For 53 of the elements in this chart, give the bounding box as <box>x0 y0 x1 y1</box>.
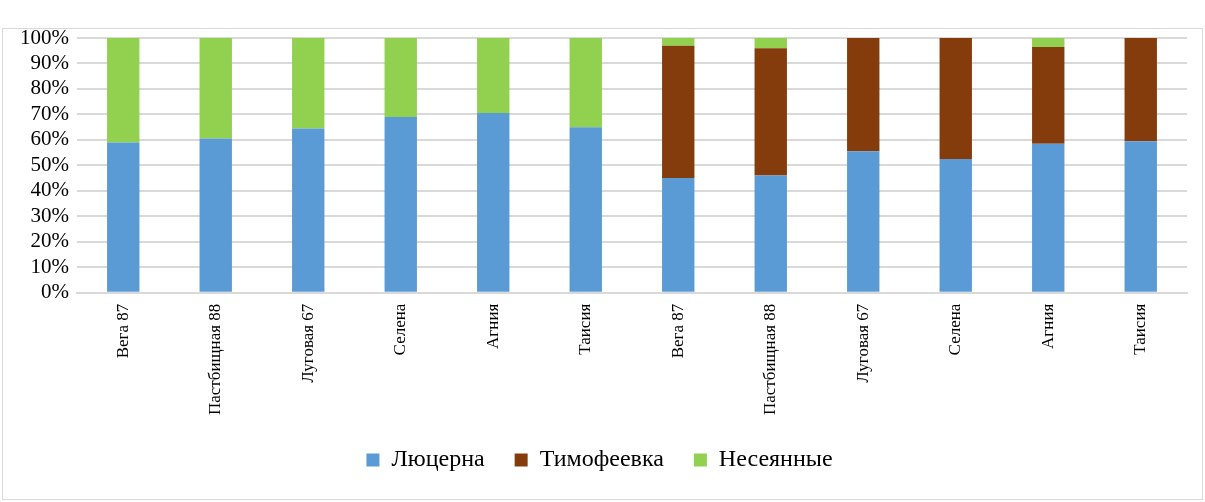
bar <box>662 38 695 46</box>
bar <box>847 151 880 292</box>
x-tick-label: Таисия <box>575 303 595 355</box>
bar <box>384 116 417 292</box>
x-tick-label: Вега 87 <box>667 303 687 359</box>
bar <box>662 45 695 179</box>
bar <box>199 138 232 292</box>
y-tick-label: 40% <box>30 177 69 202</box>
x-tick-label: Селена <box>390 303 410 356</box>
bar <box>107 142 140 292</box>
x-tick-label: Луговая 67 <box>297 303 317 383</box>
bar <box>939 38 972 159</box>
bar <box>939 158 972 292</box>
x-tick-label: Агния <box>1037 303 1057 349</box>
bar <box>1124 141 1157 292</box>
bar <box>1032 38 1065 47</box>
bar <box>477 38 510 114</box>
bar <box>754 48 787 176</box>
y-tick-label: 70% <box>30 100 69 125</box>
y-tick-label: 20% <box>30 228 69 253</box>
bar <box>107 38 140 143</box>
legend-label: Несеянные <box>718 445 833 472</box>
legend-label: Тимофеевка <box>539 445 665 472</box>
x-tick-label: Пастбищная 88 <box>205 303 225 416</box>
legend-label: Люцерна <box>391 445 485 472</box>
x-tick-label: Таисия <box>1130 303 1150 355</box>
bar <box>754 175 787 292</box>
x-tick-label: Агния <box>482 303 502 349</box>
bar <box>1032 46 1065 144</box>
bar <box>384 38 417 117</box>
y-tick-label: 30% <box>30 202 69 227</box>
y-tick-label: 90% <box>30 49 69 74</box>
bar <box>569 38 602 128</box>
x-tick-label: Пастбищная 88 <box>760 303 780 416</box>
y-tick-label: 100% <box>19 24 69 49</box>
y-tick-label: 80% <box>30 75 69 100</box>
bar <box>292 128 325 292</box>
bar <box>199 38 232 139</box>
bar <box>477 113 510 292</box>
bar <box>569 127 602 292</box>
x-tick-label: Селена <box>945 303 965 356</box>
y-tick-label: 0% <box>40 279 69 304</box>
bar <box>754 38 787 49</box>
bar <box>662 178 695 292</box>
x-tick-label: Вега 87 <box>112 303 132 359</box>
y-tick-label: 60% <box>30 126 69 151</box>
bar <box>292 38 325 129</box>
y-tick-label: 50% <box>30 151 69 176</box>
x-tick-label: Луговая 67 <box>852 303 872 383</box>
y-tick-label: 10% <box>30 253 69 278</box>
bar <box>1124 38 1157 142</box>
bar <box>847 38 880 152</box>
bar <box>1032 143 1065 292</box>
